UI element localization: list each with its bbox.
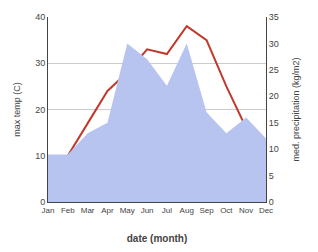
- svg-text:10: 10: [269, 144, 279, 154]
- svg-text:max temp (C): max temp (C): [12, 82, 22, 137]
- svg-text:Mar: Mar: [81, 206, 95, 215]
- svg-text:0: 0: [40, 197, 45, 207]
- svg-text:40: 40: [35, 12, 45, 22]
- svg-text:15: 15: [269, 118, 279, 128]
- svg-text:Jan: Jan: [42, 206, 55, 215]
- svg-text:Jul: Jul: [162, 206, 172, 215]
- svg-text:0: 0: [269, 197, 274, 207]
- svg-text:10: 10: [35, 151, 45, 161]
- svg-text:Sep: Sep: [199, 206, 214, 215]
- svg-text:Aug: Aug: [180, 206, 194, 215]
- svg-text:Oct: Oct: [220, 206, 233, 215]
- svg-text:30: 30: [35, 58, 45, 68]
- svg-text:35: 35: [269, 12, 279, 22]
- svg-text:20: 20: [35, 105, 45, 115]
- svg-text:med. precipitation (kg/m2): med. precipitation (kg/m2): [291, 57, 301, 161]
- svg-text:Dec: Dec: [259, 206, 273, 215]
- svg-text:30: 30: [269, 39, 279, 49]
- svg-text:May: May: [120, 206, 135, 215]
- svg-text:date (month): date (month): [127, 233, 188, 244]
- svg-text:Feb: Feb: [61, 206, 75, 215]
- svg-text:20: 20: [269, 91, 279, 101]
- svg-text:25: 25: [269, 65, 279, 75]
- svg-text:Apr: Apr: [101, 206, 114, 215]
- svg-text:Jun: Jun: [141, 206, 154, 215]
- svg-text:5: 5: [269, 171, 274, 181]
- svg-text:Nov: Nov: [239, 206, 253, 215]
